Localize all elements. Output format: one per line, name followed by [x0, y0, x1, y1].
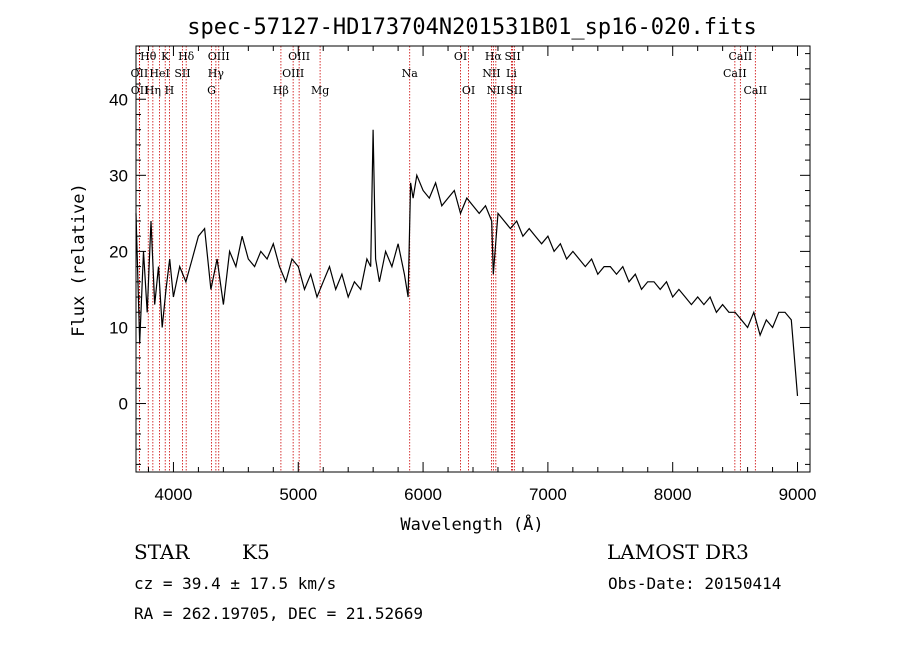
spectral-line-label: Hθ — [140, 50, 157, 63]
y-axis-label: Flux (relative) — [69, 183, 89, 337]
y-axis-ticks: 0 10 20 30 40 — [109, 53, 810, 465]
chart-title: spec-57127-HD173704N201531B01_sp16-020.f… — [187, 15, 757, 40]
object-subclass: K5 — [242, 540, 270, 564]
spectral-line-label: OIII — [282, 67, 304, 80]
y-tick-label: 30 — [109, 166, 128, 185]
x-tick-label: 4000 — [155, 485, 193, 504]
spectral-line-label: Hη — [145, 84, 161, 97]
survey-name: LAMOST DR3 — [607, 540, 749, 564]
spectral-line-label: OII — [131, 84, 149, 97]
spectral-line-label: OIII — [208, 50, 230, 63]
spectral-line-label: SII — [174, 67, 190, 80]
y-tick-label: 20 — [109, 242, 128, 261]
spectral-line-label: CaII — [729, 50, 753, 63]
spectral-line-label: CaII — [723, 67, 747, 80]
spectral-line-label: OII — [131, 67, 149, 80]
spectral-line-label: Na — [402, 67, 419, 80]
spectral-line-label: G — [207, 84, 216, 97]
y-tick-label: 0 — [119, 395, 128, 414]
spectral-line-label: Hα — [485, 50, 503, 63]
x-tick-label: 5000 — [279, 485, 317, 504]
spectrum-series-line — [135, 129, 799, 396]
spectral-line-label: Li — [506, 67, 517, 80]
spectral-line-label: OIII — [288, 50, 310, 63]
spectral-line-label: NII — [482, 67, 500, 80]
spectral-line-label: NII — [487, 84, 505, 97]
spectral-line-label: Hγ — [208, 67, 225, 80]
spectral-line-label: OI — [454, 50, 467, 63]
spectral-line-label: Mg — [311, 84, 329, 97]
spectral-line-label: HeI — [149, 67, 169, 80]
x-tick-label: 7000 — [529, 485, 567, 504]
x-axis-ticks: 4000 5000 6000 7000 8000 9000 — [147, 46, 817, 504]
spectral-line-label: SII — [504, 50, 520, 63]
spectral-line-label: H — [165, 84, 175, 97]
x-axis-label: Wavelength (Å) — [400, 513, 543, 535]
spectral-line-markers — [138, 46, 756, 472]
y-tick-label: 40 — [109, 90, 128, 109]
object-class: STAR — [134, 540, 190, 564]
x-tick-label: 9000 — [779, 485, 817, 504]
coordinates-readout: RA = 262.19705, DEC = 21.52669 — [134, 604, 423, 623]
spectral-line-label: Hβ — [273, 84, 289, 97]
spectral-line-label: Hδ — [178, 50, 195, 63]
spectral-line-label: SII — [506, 84, 522, 97]
spectral-line-label: OI — [462, 84, 475, 97]
x-tick-label: 6000 — [404, 485, 442, 504]
x-tick-label: 8000 — [654, 485, 692, 504]
y-tick-label: 10 — [109, 318, 128, 337]
spectral-line-label: K — [161, 50, 170, 63]
spectral-line-label: CaII — [743, 84, 767, 97]
observation-date: Obs-Date: 20150414 — [608, 574, 782, 593]
redshift-readout: cz = 39.4 ± 17.5 km/s — [134, 574, 337, 593]
